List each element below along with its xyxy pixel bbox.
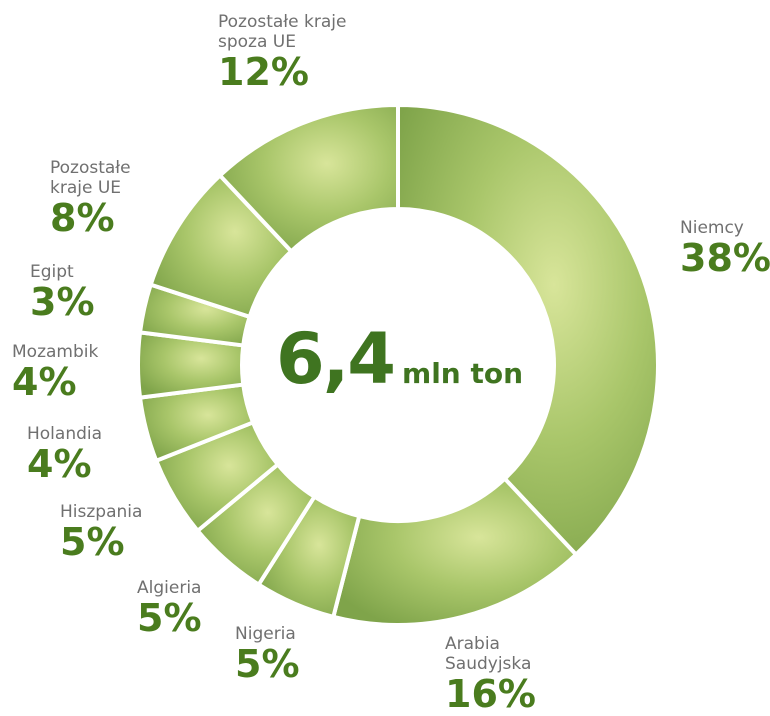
category-name: Holandia [27, 424, 103, 444]
value-label: 5% [137, 596, 202, 640]
slice-label: Pozostałe kraje UE 8% [50, 158, 150, 238]
value-label: 5% [235, 642, 300, 686]
category-name: Egipt [30, 262, 74, 282]
value-label: 8% [50, 196, 115, 240]
category-name: Niemcy [680, 218, 744, 238]
value-label: 4% [12, 360, 77, 404]
slice-label: Pozostałe kraje spoza UE 12% [218, 12, 378, 92]
slice-label: Mozambik 4% [12, 342, 132, 402]
center-value: 6,4 [276, 318, 396, 400]
value-label: 3% [30, 280, 95, 324]
value-label: 16% [445, 672, 536, 716]
category-name: Arabia Saudyjska [445, 634, 532, 674]
slice-label: Niemcy 38% [680, 218, 770, 278]
category-name: Hiszpania [60, 502, 143, 522]
value-label: 12% [218, 50, 309, 94]
center-unit: mln ton [402, 357, 524, 390]
slice-label: Egipt 3% [30, 262, 150, 322]
category-name: Algieria [137, 578, 202, 598]
slice-label: Nigeria 5% [235, 624, 355, 684]
slice-label: Algieria 5% [137, 578, 257, 638]
category-name: Pozostałe kraje spoza UE [218, 12, 347, 52]
category-name: Pozostałe kraje UE [50, 158, 131, 198]
slice-label: Arabia Saudyjska 16% [445, 634, 555, 714]
slice-label: Hiszpania 5% [60, 502, 180, 562]
donut-hole [242, 209, 554, 521]
value-label: 38% [680, 236, 770, 280]
category-name: Mozambik [12, 342, 99, 362]
slice-label: Holandia 4% [27, 424, 147, 484]
value-label: 4% [27, 442, 92, 486]
value-label: 5% [60, 520, 125, 564]
category-name: Nigeria [235, 624, 296, 644]
center-label: 6,4 mln ton [276, 318, 523, 400]
